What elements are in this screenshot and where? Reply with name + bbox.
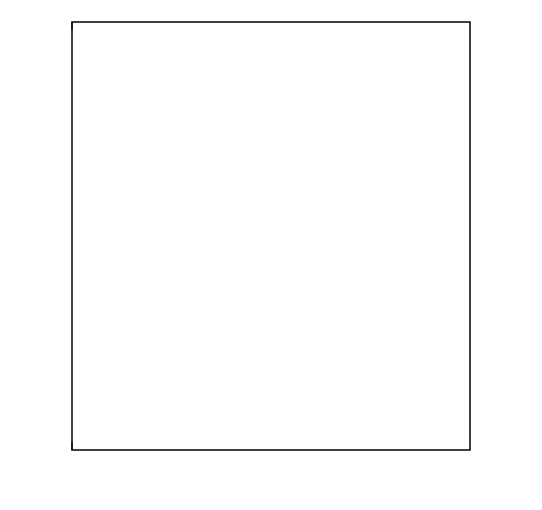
chart-panel [0, 0, 542, 510]
chart-svg [0, 0, 542, 510]
main-plot-area [72, 22, 470, 450]
